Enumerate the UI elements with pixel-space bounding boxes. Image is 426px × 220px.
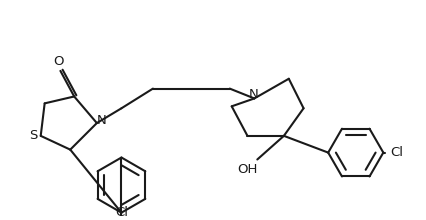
Text: Cl: Cl (391, 146, 403, 159)
Text: N: N (248, 88, 258, 101)
Text: Cl: Cl (115, 206, 128, 219)
Text: N: N (97, 114, 106, 126)
Text: O: O (53, 55, 64, 68)
Text: S: S (29, 129, 37, 142)
Text: OH: OH (237, 163, 258, 176)
